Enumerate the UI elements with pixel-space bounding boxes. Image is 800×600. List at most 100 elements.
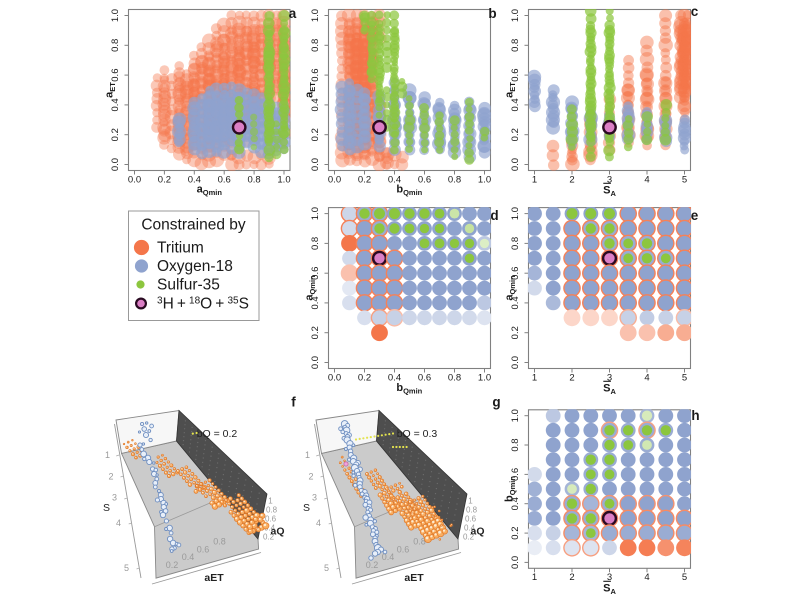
svg-text:1: 1 [532,372,537,383]
svg-text:0.0: 0.0 [310,158,321,171]
svg-text:0.6: 0.6 [310,267,321,280]
svg-text:0.2: 0.2 [310,326,321,339]
svg-text:5: 5 [682,174,687,185]
svg-text:0.0: 0.0 [510,356,521,369]
svg-text:0.0: 0.0 [128,174,141,185]
svg-text:0.4: 0.4 [310,296,321,309]
svg-text:0.0: 0.0 [328,174,341,185]
svg-text:1.0: 1.0 [510,207,521,220]
svg-text:0.4: 0.4 [182,552,195,562]
svg-text:0.2: 0.2 [510,128,521,141]
svg-text:0.2: 0.2 [110,128,121,141]
svg-text:b: b [488,6,496,21]
svg-text:1.0: 1.0 [310,9,321,22]
svg-text:0.4: 0.4 [510,497,521,510]
svg-text:2: 2 [108,472,113,482]
svg-text:1: 1 [105,450,110,460]
svg-text:4: 4 [644,174,649,185]
svg-text:0.2: 0.2 [358,372,371,383]
svg-text:2: 2 [308,472,313,482]
svg-text:1: 1 [532,572,537,583]
svg-text:0.4: 0.4 [264,524,276,533]
svg-text:0.6: 0.6 [418,372,431,383]
svg-text:0.8: 0.8 [266,506,278,515]
svg-text:0.6: 0.6 [418,174,431,185]
svg-text:0.6: 0.6 [265,515,277,524]
svg-text:0.0: 0.0 [310,356,321,369]
svg-text:1.0: 1.0 [478,372,491,383]
svg-text:S: S [103,502,110,514]
svg-text:0.4: 0.4 [310,98,321,111]
svg-text:0.2: 0.2 [463,533,475,542]
svg-text:3: 3 [607,174,612,185]
svg-text:1.0: 1.0 [478,174,491,185]
svg-text:0.8: 0.8 [510,237,521,250]
svg-text:1.0: 1.0 [510,409,521,422]
svg-text:0.6: 0.6 [218,174,231,185]
svg-text:2: 2 [569,572,574,583]
svg-text:a: a [289,6,297,21]
svg-text:0.0: 0.0 [328,372,341,383]
svg-text:5: 5 [682,572,687,583]
svg-text:0.2: 0.2 [358,174,371,185]
svg-text:5: 5 [324,563,329,573]
svg-text:0.8: 0.8 [448,372,461,383]
svg-text:0.4: 0.4 [464,524,476,533]
svg-text:5: 5 [124,563,129,573]
svg-text:0.8: 0.8 [310,39,321,52]
svg-text:0.8: 0.8 [448,174,461,185]
svg-text:aET: aET [404,572,424,584]
svg-text:0.8: 0.8 [213,537,226,547]
svg-text:bQ = 0.2: bQ = 0.2 [197,428,238,440]
svg-text:aQ: aQ [270,526,284,538]
svg-text:0.2: 0.2 [158,174,171,185]
svg-text:0.8: 0.8 [466,506,478,515]
svg-text:0.2: 0.2 [310,128,321,141]
svg-text:0.8: 0.8 [310,237,321,250]
svg-text:Oxygen-18: Oxygen-18 [157,258,233,275]
svg-text:0.6: 0.6 [510,267,521,280]
svg-text:4: 4 [316,518,321,528]
svg-text:0.4: 0.4 [388,174,401,185]
svg-text:1.0: 1.0 [110,9,121,22]
svg-text:0.6: 0.6 [197,545,210,555]
svg-text:0.6: 0.6 [110,68,121,81]
svg-text:S: S [303,502,310,514]
svg-text:0.2: 0.2 [510,326,521,339]
svg-text:3: 3 [607,372,612,383]
svg-text:2: 2 [569,372,574,383]
svg-text:4: 4 [644,372,649,383]
svg-text:3: 3 [607,572,612,583]
svg-text:3: 3 [312,493,317,503]
svg-text:1.0: 1.0 [277,174,290,185]
svg-text:0.0: 0.0 [110,158,121,171]
svg-text:0.4: 0.4 [188,174,201,185]
svg-text:0.0: 0.0 [510,556,521,569]
svg-text:bQ = 0.3: bQ = 0.3 [397,428,438,440]
svg-text:1.0: 1.0 [510,9,521,22]
svg-text:0.8: 0.8 [247,174,260,185]
svg-text:0.2: 0.2 [166,560,179,570]
svg-text:1.0: 1.0 [310,207,321,220]
svg-text:e: e [691,208,699,223]
svg-text:1: 1 [305,450,310,460]
svg-text:0.0: 0.0 [510,158,521,171]
svg-text:0.8: 0.8 [413,537,426,547]
svg-text:c: c [691,4,699,19]
svg-text:5: 5 [682,372,687,383]
svg-text:0.4: 0.4 [388,372,401,383]
svg-text:1: 1 [468,497,473,506]
svg-text:aET: aET [204,572,224,584]
svg-text:0.6: 0.6 [465,515,477,524]
svg-text:Sulfur-35: Sulfur-35 [157,277,220,294]
svg-text:4: 4 [644,572,649,583]
svg-text:d: d [490,208,498,223]
svg-text:Tritium: Tritium [157,240,204,257]
svg-text:0.6: 0.6 [397,545,410,555]
svg-text:0.2: 0.2 [366,560,379,570]
svg-text:0.4: 0.4 [110,98,121,111]
svg-text:0.4: 0.4 [510,296,521,309]
svg-text:h: h [691,408,699,423]
svg-text:f: f [291,395,296,410]
svg-text:2: 2 [569,174,574,185]
